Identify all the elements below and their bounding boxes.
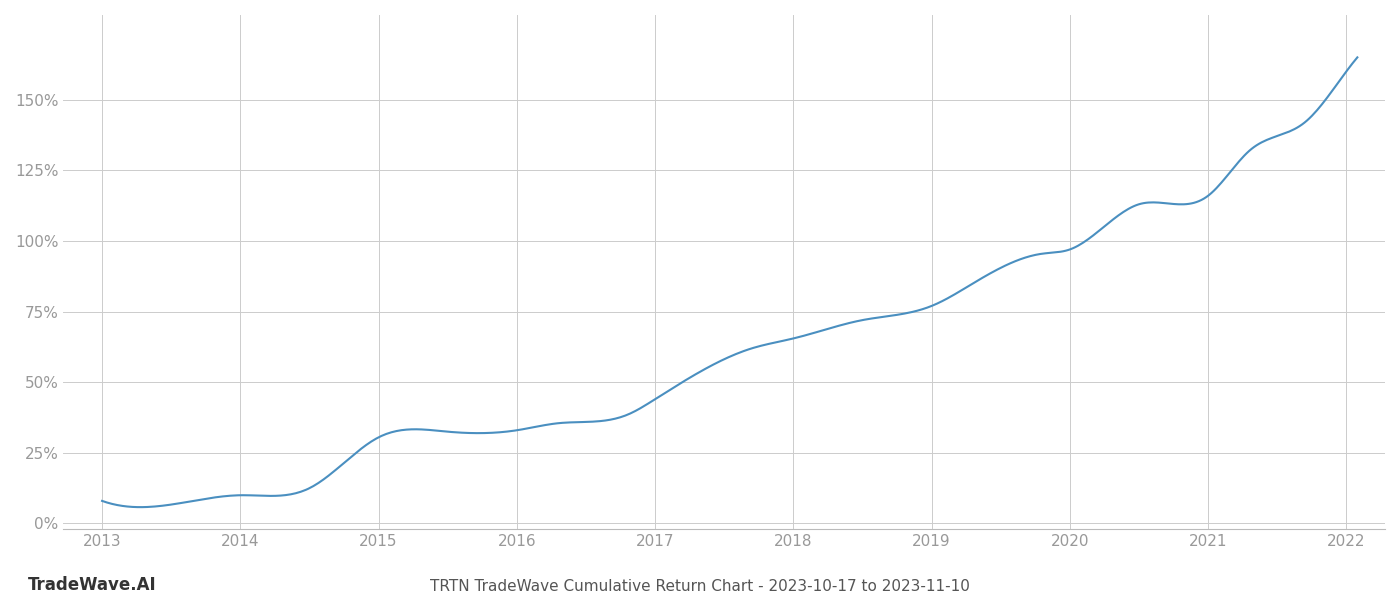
Text: TradeWave.AI: TradeWave.AI bbox=[28, 576, 157, 594]
Text: TRTN TradeWave Cumulative Return Chart - 2023-10-17 to 2023-11-10: TRTN TradeWave Cumulative Return Chart -… bbox=[430, 579, 970, 594]
